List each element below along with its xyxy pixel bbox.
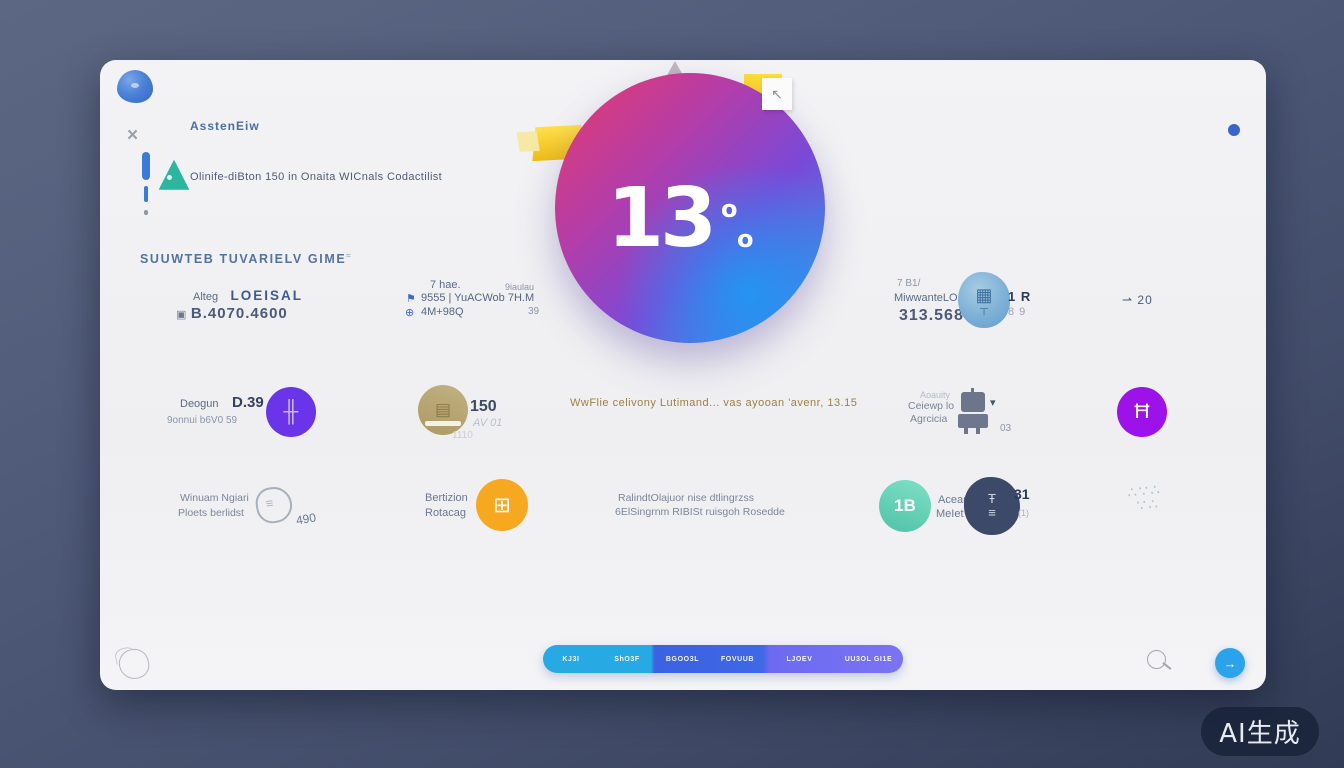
segment-button-1[interactable]: KJ3I xyxy=(562,655,580,663)
row3-item2-line1: Bertizion xyxy=(425,492,468,504)
row3-item4-label1: Aceanl xyxy=(938,494,972,506)
compass-icon: ⊕ xyxy=(405,307,415,319)
row3-item2-line2: Rotacag xyxy=(425,507,466,519)
orange-circle-button[interactable]: ⊞ xyxy=(476,479,528,531)
notification-dot xyxy=(1228,124,1240,136)
row2-item4-line2: Agrcicia xyxy=(910,413,948,425)
row2-item2-sub: AV 01 xyxy=(473,417,503,429)
ledger-icon: ▣ xyxy=(176,309,187,321)
heading-mark: ≈ xyxy=(346,251,351,260)
app-logo-icon xyxy=(117,70,153,103)
row3-item4-label2: MeIet xyxy=(936,508,964,520)
stat1-top: Alteg LOEISAL xyxy=(193,287,303,305)
stat1-name: LOEISAL xyxy=(230,288,304,303)
section-heading: SUUWTEB TUVARIELV GIME≈ xyxy=(140,251,351,266)
slider-icon[interactable] xyxy=(142,152,150,180)
gauge-value: 13 xyxy=(607,171,717,266)
segment-button-6[interactable]: UU3OL GI1E xyxy=(844,655,893,663)
row2-item1-value: D.39 xyxy=(232,394,264,411)
doodle-cluster-icon: ∴∵∴ ∵∴ xyxy=(1126,481,1164,515)
row2-item4-num: 03 xyxy=(1000,423,1012,434)
arrow-box-icon: ↖ xyxy=(762,78,792,110)
teal-circle-button[interactable]: 1B xyxy=(879,480,931,532)
segment-button-2[interactable]: ShO3F xyxy=(614,655,640,663)
doodle-circle-icon xyxy=(116,646,152,682)
stat3-small: 7 B1/ xyxy=(897,278,921,289)
stat4-value: ⇀ 20 xyxy=(1122,293,1153,307)
segment-button-3[interactable]: BGOO3L xyxy=(665,655,700,663)
row3-item1-line2: Ploets berlidst xyxy=(178,507,244,519)
row2-item1-label: Deogun xyxy=(180,398,219,410)
main-card: AsstenEiw × Olinife-diBton 150 in Onaita… xyxy=(100,60,1266,690)
stat2-line1b: 9iaulau xyxy=(505,282,535,292)
ai-watermark: AI生成 xyxy=(1201,707,1319,756)
row3-item1-line1: Winuam Ngiari xyxy=(180,492,249,504)
row3-item3-line1: RalindtOlajuor nise dtlingrzss xyxy=(618,492,754,504)
doodle-line2: ∵∴ xyxy=(1135,495,1161,515)
ladder-icon: ╫ xyxy=(283,400,299,423)
gauge-percent-top: o xyxy=(721,195,738,223)
close-icon[interactable]: × xyxy=(127,125,139,146)
window-icon: ⊞ xyxy=(493,493,511,517)
row2-item3-text: WwFlie celivony Lutimand... vas ayooan '… xyxy=(570,397,858,409)
row2-item4-top: Aoauity xyxy=(920,390,951,400)
stat3-badge-bottom: 8 9 xyxy=(1008,306,1027,318)
row2-item2-sub2: 1110 xyxy=(452,430,473,441)
slider-dot-icon xyxy=(144,210,148,215)
row3-item1-num: 490 xyxy=(294,510,318,528)
stat2-line3: 4M+98Q xyxy=(421,306,464,318)
stat2-line1: 7 hae. xyxy=(430,279,461,291)
navy-glyph-top: Ŧ xyxy=(988,490,996,506)
document-icon: ▤ xyxy=(434,400,452,419)
stat2-line2: 9555 | YuACWob 7H.M xyxy=(421,292,535,304)
app-subtitle: Olinife-diBton 150 in Onaita WICnals Cod… xyxy=(190,171,443,183)
app-title: AsstenEiw xyxy=(190,119,260,133)
teal-circle-text: 1B xyxy=(894,496,916,515)
stat3-badge-top: 1 R xyxy=(1008,289,1032,304)
stat1-label: Alteg xyxy=(193,291,219,303)
flag-icon: ⚑ xyxy=(406,293,416,305)
vivid-purple-circle-button[interactable]: Ħ xyxy=(1117,387,1167,437)
frame-icon: Ħ xyxy=(1134,400,1150,423)
row2-item1-sub: 9onnui b6V0 59 xyxy=(167,415,238,426)
search-icon[interactable] xyxy=(1147,650,1166,669)
row3-item4-side-sub: (1) xyxy=(1018,508,1029,518)
gauge-percent-bottom: o xyxy=(737,225,754,253)
row2-item2-value: 150 xyxy=(470,398,497,415)
stat1-value-row: ▣ B.4070.4600 xyxy=(176,305,288,323)
caret-icon: ▾ xyxy=(990,397,996,409)
grid-icon: ▦ xyxy=(975,285,993,305)
row3-item3-line2: 6ElSingrnm RIBISt ruisgoh Rosedde xyxy=(615,506,785,518)
segment-button-4[interactable]: FOVUUB xyxy=(720,655,755,663)
fab-button[interactable]: → xyxy=(1215,648,1245,678)
navy-glyph-bottom: ≡ xyxy=(988,505,996,520)
triangle-icon xyxy=(158,159,190,190)
gold-circle-button[interactable]: ▤ xyxy=(418,385,468,435)
arrow-icon: → xyxy=(1223,655,1237,671)
purple-circle-button[interactable]: ╫ xyxy=(266,387,316,437)
segment-bar: KJ3I ShO3F BGOO3L FOVUUB LJOEV UU3OL GI1… xyxy=(543,645,903,673)
row3-item4-side: 31 xyxy=(1014,486,1030,502)
row2-item4-line1: Ceiewp lo xyxy=(908,400,955,412)
building-blob-icon: ▦ ┬ xyxy=(958,272,1010,328)
gauge-circle: 13 o o xyxy=(555,73,825,343)
corner-arrow-icon: ↖ xyxy=(771,85,783,102)
pole-icon: ┬ xyxy=(980,303,988,315)
stat3-label: MiwwanteLO xyxy=(894,292,958,304)
robot-icon xyxy=(955,388,991,434)
section-heading-text: SUUWTEB TUVARIELV GIME xyxy=(140,252,347,267)
navy-circle-button[interactable]: Ŧ ≡ xyxy=(964,477,1020,535)
stat2-line3b: 39 xyxy=(528,306,540,317)
slider-stem-icon xyxy=(144,186,148,202)
stat1-value: B.4070.4600 xyxy=(190,305,288,322)
segment-button-5[interactable]: LJOEV xyxy=(786,655,813,663)
stamp-doodle-icon xyxy=(253,484,295,526)
